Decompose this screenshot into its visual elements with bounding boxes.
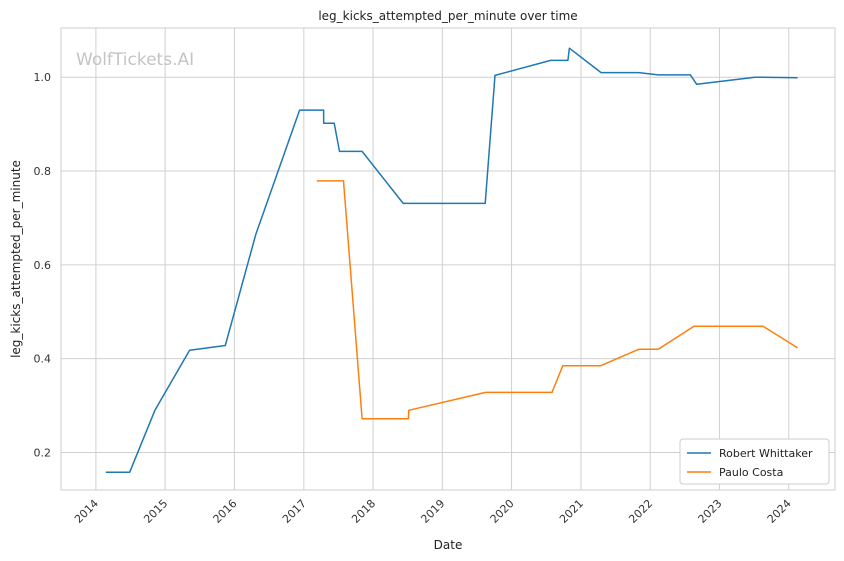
data-point-robert-whittaker	[154, 410, 156, 412]
x-tick-label: 2016	[211, 497, 240, 526]
y-tick-label: 0.6	[34, 259, 52, 272]
data-point-robert-whittaker	[105, 471, 107, 473]
data-point-robert-whittaker	[129, 471, 131, 473]
x-tick-label: 2020	[488, 497, 517, 526]
data-point-paulo-costa	[762, 326, 764, 328]
x-tick-label: 2024	[765, 497, 794, 526]
grid	[61, 28, 835, 490]
y-axis-label: leg_kicks_attempted_per_minute	[9, 160, 23, 358]
data-point-robert-whittaker	[402, 203, 404, 205]
data-point-robert-whittaker	[323, 109, 325, 111]
watermark-text: WolfTickets.AI	[76, 50, 194, 70]
x-tick-label: 2014	[72, 497, 101, 526]
data-point-paulo-costa	[600, 365, 602, 367]
data-point-paulo-costa	[485, 392, 487, 394]
data-point-paulo-costa	[638, 349, 640, 351]
data-point-robert-whittaker	[299, 109, 301, 111]
y-tick-label: 1.0	[34, 71, 52, 84]
data-point-paulo-costa	[408, 410, 410, 412]
data-point-robert-whittaker	[754, 76, 756, 78]
x-tick-label: 2017	[280, 497, 309, 526]
x-tick-label: 2021	[557, 497, 586, 526]
data-point-paulo-costa	[408, 418, 410, 420]
x-tick-label: 2015	[141, 497, 170, 526]
data-point-robert-whittaker	[600, 72, 602, 74]
legend-box	[679, 438, 830, 485]
data-point-paulo-costa	[693, 326, 695, 328]
data-point-paulo-costa	[551, 392, 553, 394]
data-point-robert-whittaker	[696, 84, 698, 86]
data-point-robert-whittaker	[638, 72, 640, 74]
data-point-paulo-costa	[316, 180, 318, 182]
data-point-robert-whittaker	[339, 151, 341, 153]
legend: Robert Whittaker Paulo Costa	[679, 438, 830, 485]
data-point-paulo-costa	[797, 347, 799, 349]
y-tick-label: 0.4	[34, 353, 52, 366]
data-point-robert-whittaker	[255, 234, 257, 236]
data-point-robert-whittaker	[323, 122, 325, 124]
x-axis: 2014 2015 2016 2017 2018 2019 2020 2021 2022 2023…	[72, 497, 794, 526]
x-tick-label: 2022	[626, 497, 655, 526]
data-point-paulo-costa	[343, 180, 345, 182]
data-point-robert-whittaker	[225, 345, 227, 347]
legend-label: Paulo Costa	[719, 466, 783, 479]
x-tick-label: 2019	[418, 497, 447, 526]
data-point-robert-whittaker	[567, 60, 569, 62]
data-point-robert-whittaker	[361, 151, 363, 153]
data-point-paulo-costa	[361, 418, 363, 420]
data-point-robert-whittaker	[189, 349, 191, 351]
series-line-robert-whittaker	[105, 47, 798, 473]
chart-title: leg_kicks_attempted_per_minute over time	[318, 9, 577, 23]
y-tick-label: 0.2	[34, 446, 52, 459]
x-tick-label: 2023	[696, 497, 725, 526]
data-point-paulo-costa	[657, 349, 659, 351]
legend-label: Robert Whittaker	[719, 447, 813, 460]
data-point-paulo-costa	[562, 365, 564, 367]
data-point-robert-whittaker	[690, 74, 692, 76]
x-axis-label: Date	[434, 538, 463, 552]
data-point-robert-whittaker	[333, 122, 335, 124]
y-axis: 0.2 0.4 0.6 0.8 1.0	[34, 71, 52, 459]
y-tick-label: 0.8	[34, 165, 52, 178]
series-line-paulo-costa	[316, 180, 798, 420]
data-point-robert-whittaker	[484, 203, 486, 205]
data-point-robert-whittaker	[797, 77, 799, 79]
x-tick-label: 2018	[349, 497, 378, 526]
plot-frame	[60, 27, 836, 491]
data-point-robert-whittaker	[657, 74, 659, 76]
series-group	[105, 47, 798, 473]
data-point-robert-whittaker	[494, 75, 496, 77]
data-point-robert-whittaker	[569, 47, 571, 49]
data-point-robert-whittaker	[550, 60, 552, 62]
